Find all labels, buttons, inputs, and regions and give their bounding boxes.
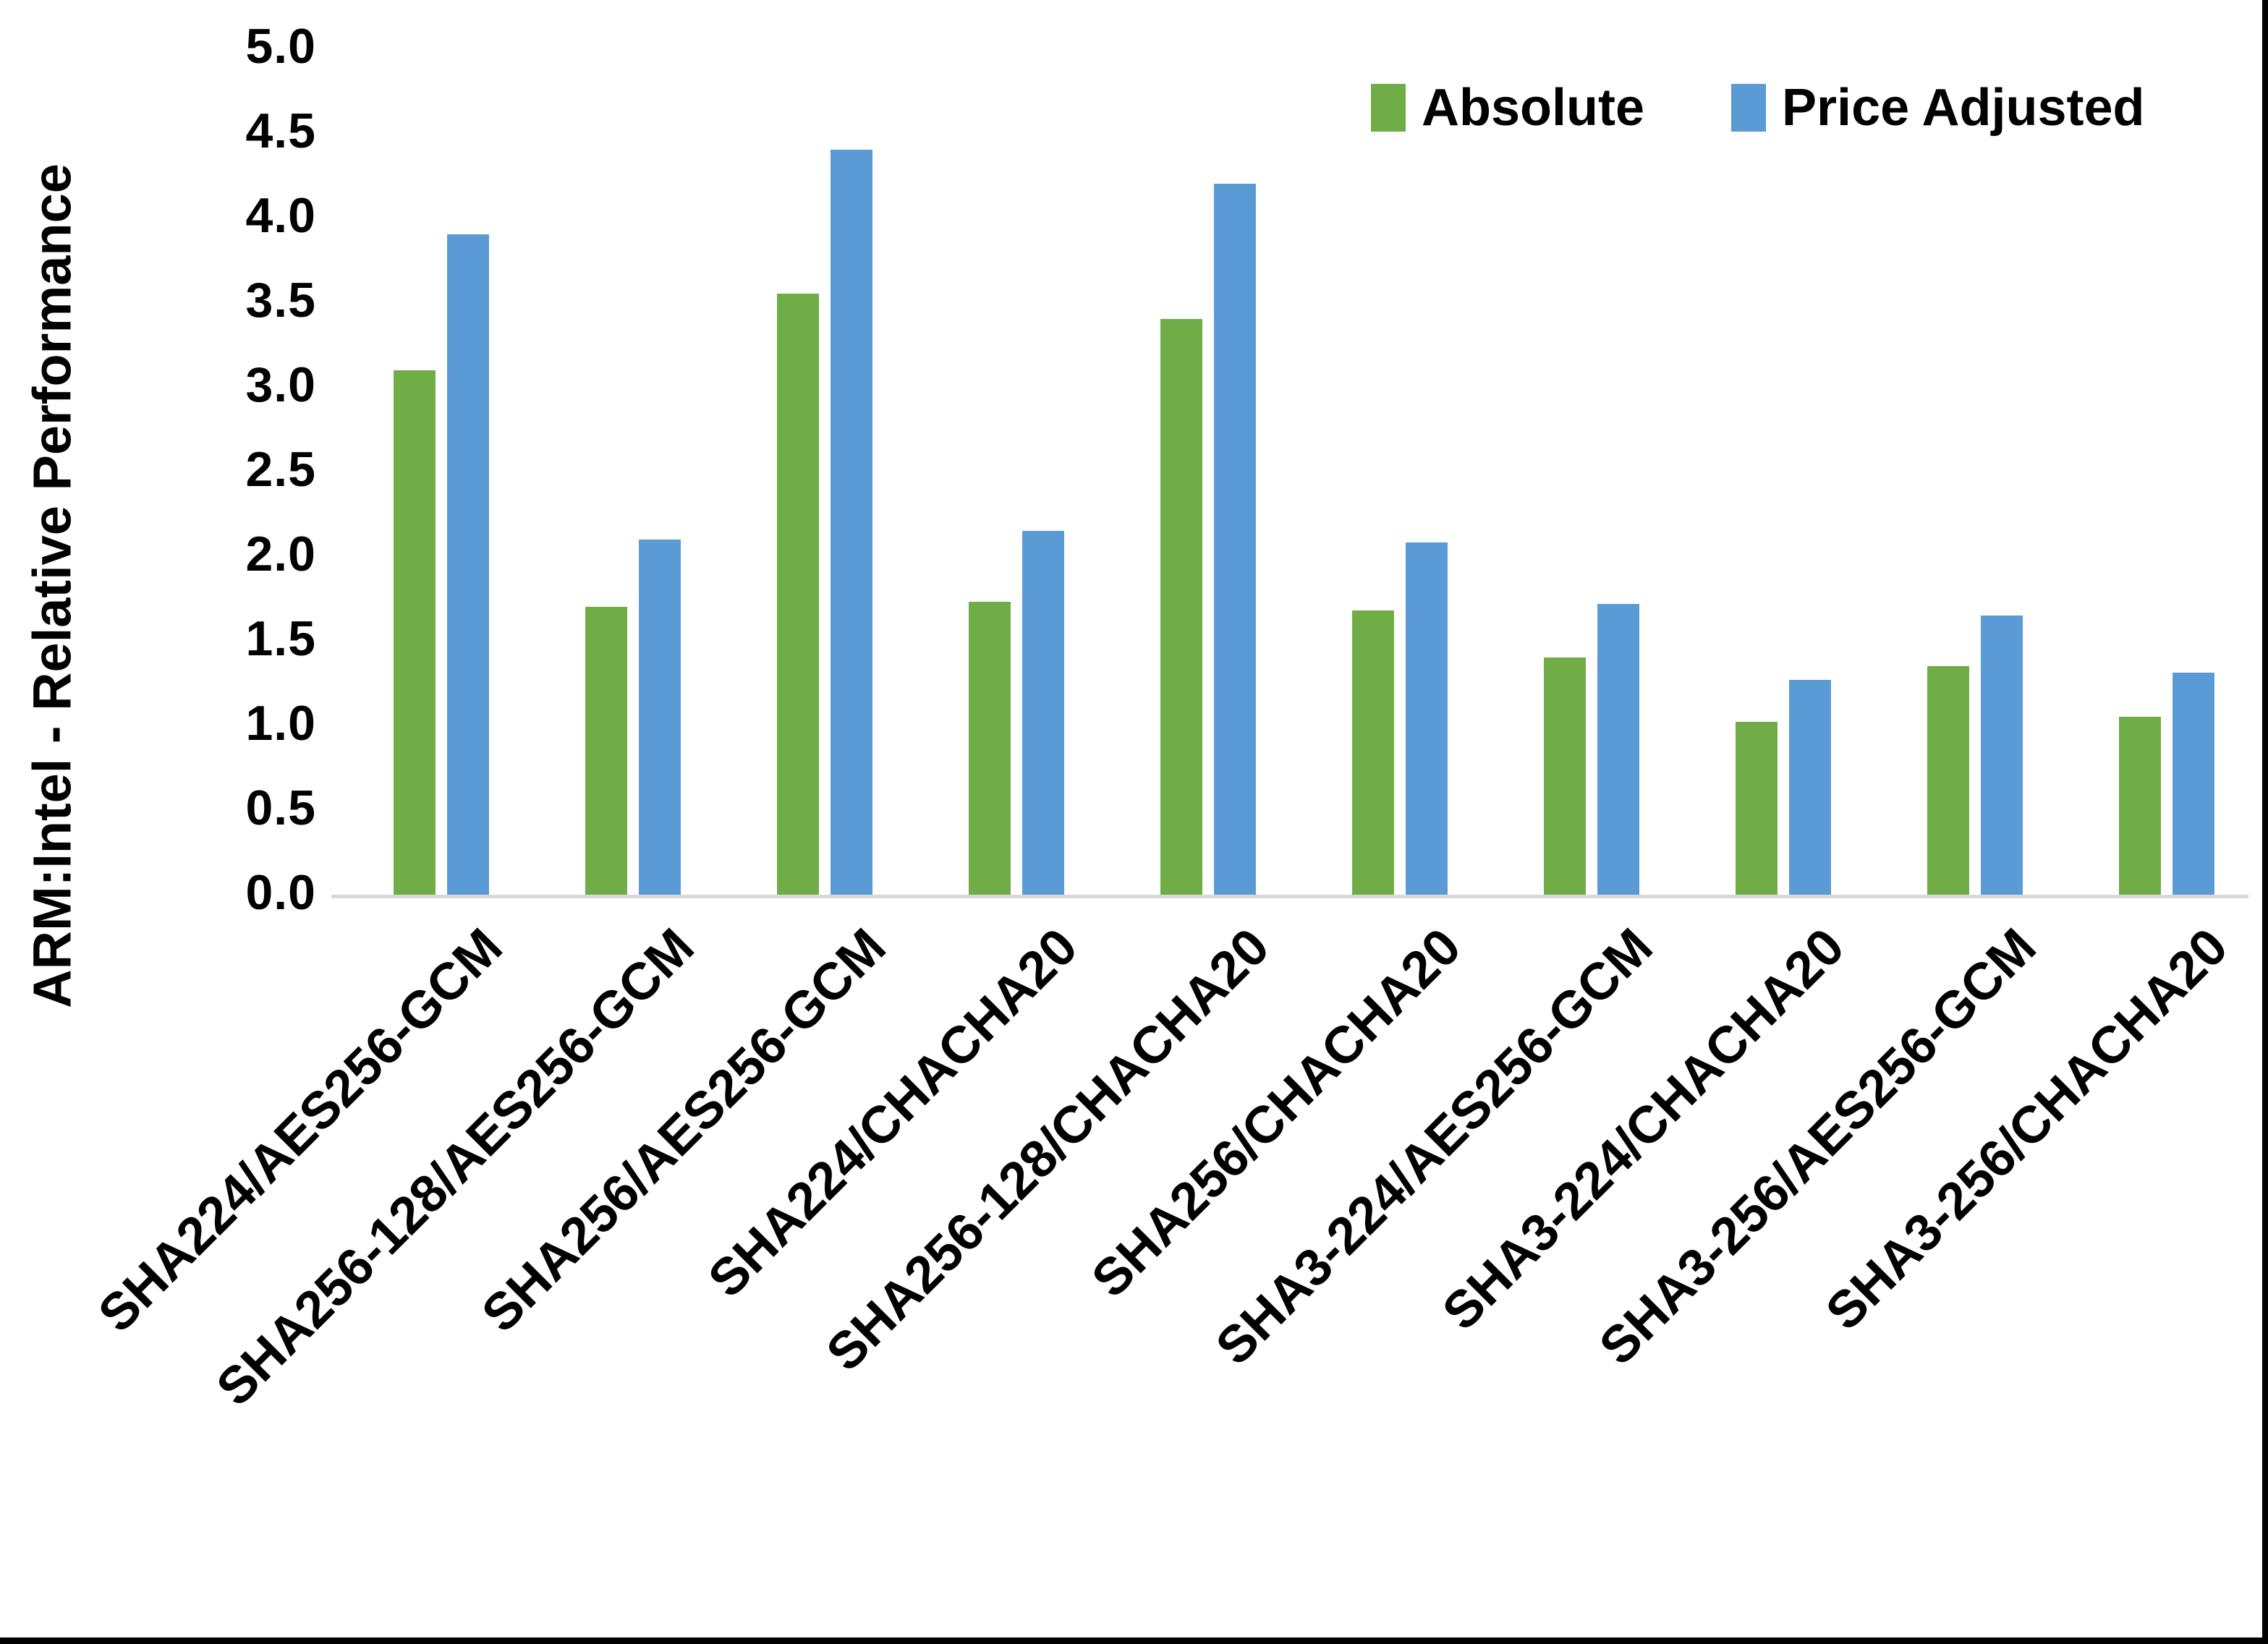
legend-label-price-adjusted: Price Adjusted xyxy=(1782,79,2145,137)
bar-absolute-9 xyxy=(1927,666,1969,895)
bar-absolute-3 xyxy=(777,294,819,895)
bar-absolute-8 xyxy=(1736,722,1778,895)
x-axis-baseline xyxy=(331,895,2248,898)
y-tick-label-2.5: 2.5 xyxy=(245,441,316,497)
y-tick-label-3.0: 3.0 xyxy=(245,357,316,412)
bar-price-adjusted-2 xyxy=(639,540,681,895)
bar-price-adjusted-5 xyxy=(1214,184,1256,895)
bar-price-adjusted-6 xyxy=(1406,542,1448,895)
y-tick-label-5.0: 5.0 xyxy=(245,18,316,74)
bar-price-adjusted-8 xyxy=(1789,680,1831,895)
figure-border-bottom xyxy=(0,1637,2268,1644)
y-axis-title: ARM:Intel - Relative Performance xyxy=(22,163,82,1008)
y-tick-label-3.5: 3.5 xyxy=(245,272,316,328)
y-tick-label-1.0: 1.0 xyxy=(245,695,316,751)
bar-absolute-5 xyxy=(1160,319,1202,895)
figure-border-right xyxy=(2262,0,2268,1644)
legend: Absolute Price Adjusted xyxy=(1371,78,2144,137)
legend-label-absolute: Absolute xyxy=(1422,79,1645,137)
category-label-10: SHA3-256/CHACHA20 xyxy=(1814,917,2239,1342)
bar-price-adjusted-7 xyxy=(1597,604,1639,895)
bar-absolute-6 xyxy=(1352,610,1394,895)
bar-price-adjusted-1 xyxy=(447,234,489,895)
bar-price-adjusted-10 xyxy=(2173,673,2214,895)
bar-absolute-10 xyxy=(2119,717,2161,895)
y-tick-label-2.0: 2.0 xyxy=(245,526,316,582)
bar-absolute-7 xyxy=(1544,657,1586,895)
legend-swatch-absolute xyxy=(1371,84,1406,132)
bar-absolute-4 xyxy=(969,602,1011,895)
bar-price-adjusted-4 xyxy=(1022,531,1064,895)
y-tick-label-1.5: 1.5 xyxy=(245,610,316,666)
bar-absolute-2 xyxy=(585,607,627,895)
category-label-4: SHA224/CHACHA20 xyxy=(697,917,1089,1309)
y-tick-label-4.5: 4.5 xyxy=(245,103,316,158)
y-tick-label-0.0: 0.0 xyxy=(245,864,316,920)
category-label-6: SHA256/CHACHA20 xyxy=(1080,917,1472,1309)
legend-swatch-price-adjusted xyxy=(1731,84,1767,132)
bar-price-adjusted-3 xyxy=(831,150,872,895)
y-tick-label-4.0: 4.0 xyxy=(245,187,316,243)
legend-item-absolute: Absolute xyxy=(1371,78,1644,137)
legend-item-price-adjusted: Price Adjusted xyxy=(1731,78,2144,137)
bar-absolute-1 xyxy=(394,370,436,895)
y-tick-label-0.5: 0.5 xyxy=(245,780,316,835)
bar-price-adjusted-9 xyxy=(1981,616,2023,895)
